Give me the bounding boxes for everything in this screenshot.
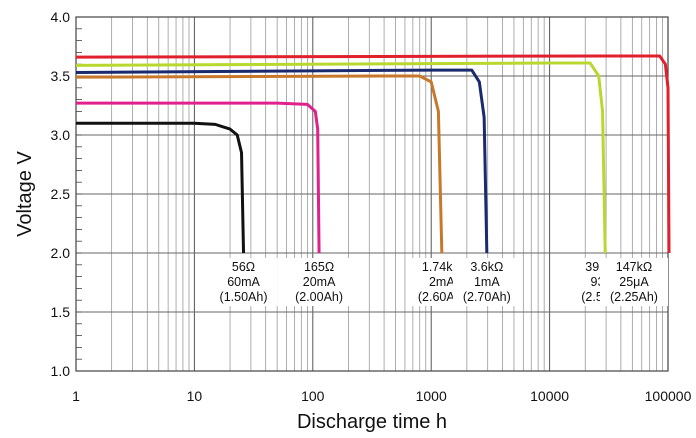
y-tick-label: 3.0 [51,127,71,143]
x-tick-label: 1000 [416,388,447,404]
y-tick-label: 4.0 [51,9,71,25]
curve-label-line: 165Ω [304,260,334,274]
x-tick-label: 1 [72,388,80,404]
x-tick-label: 100 [301,388,325,404]
y-tick-label: 2.5 [51,186,71,202]
curve-label-line: 20mA [303,275,336,289]
x-tick-label: 100000 [645,388,692,404]
curve-label-line: 2mA [429,275,455,289]
curve-label-line: (2.70Ah) [463,290,511,304]
curve-label-bg [209,258,278,306]
series-line-2 [76,101,321,254]
curve-label-line: 25μA [619,275,649,289]
x-axis-label: Discharge time h [297,411,447,433]
y-axis-label: Voltage V [14,151,36,237]
curve-label-bg [600,258,668,306]
curve-label-line: 1mA [474,275,500,289]
y-tick-label: 1.5 [51,304,71,320]
series-line-4 [75,68,489,254]
curve-label-line: (2.00Ah) [295,290,343,304]
x-tick-label: 10 [187,388,203,404]
curve-label-line: 56Ω [232,260,255,274]
curve-label-line: (1.50Ah) [220,290,268,304]
curve-label-line: (2.25Ah) [610,290,658,304]
y-tick-labels: 1.0 1.5 2.0 2.5 3.0 3.5 4.0 [51,9,71,379]
series-line-1 [76,121,246,254]
y-tick-label: 1.0 [51,363,71,379]
curve-label-line: 147kΩ [616,260,652,274]
series-line-6 [75,54,671,254]
series-group [75,54,671,254]
curve-label-line: 3.6kΩ [470,260,503,274]
y-tick-label: 2.0 [51,245,71,261]
curve-label-line: 1.74kΩ [422,260,462,274]
curve-label-line: 60mA [227,275,260,289]
y-tick-label: 3.5 [51,68,71,84]
series-line-3 [75,74,444,254]
annotations: 56Ω60mA(1.50Ah)165Ω20mA(2.00Ah)1.74kΩ2mA… [209,258,668,306]
series-line-5 [75,61,607,254]
x-tick-label: 10000 [530,388,569,404]
x-tick-labels: 1 10 100 1000 10000 100000 [72,388,691,404]
curve-label-bg [452,258,521,306]
curve-label-bg [285,258,354,306]
